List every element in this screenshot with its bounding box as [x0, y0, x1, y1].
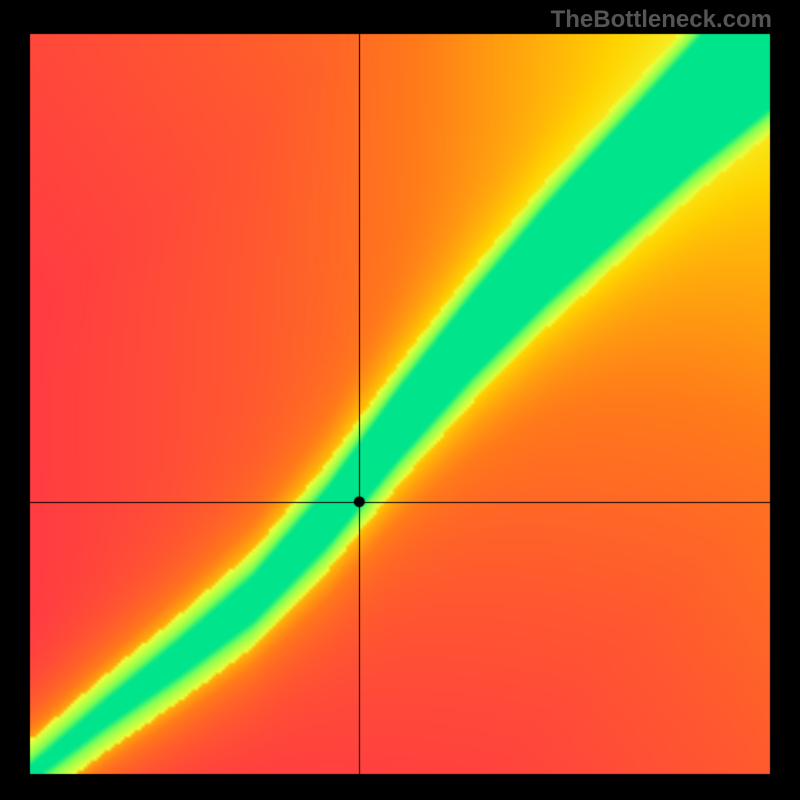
watermark-text: TheBottleneck.com [551, 6, 772, 34]
chart-container: TheBottleneck.com [0, 0, 800, 800]
heatmap-canvas [0, 0, 800, 800]
